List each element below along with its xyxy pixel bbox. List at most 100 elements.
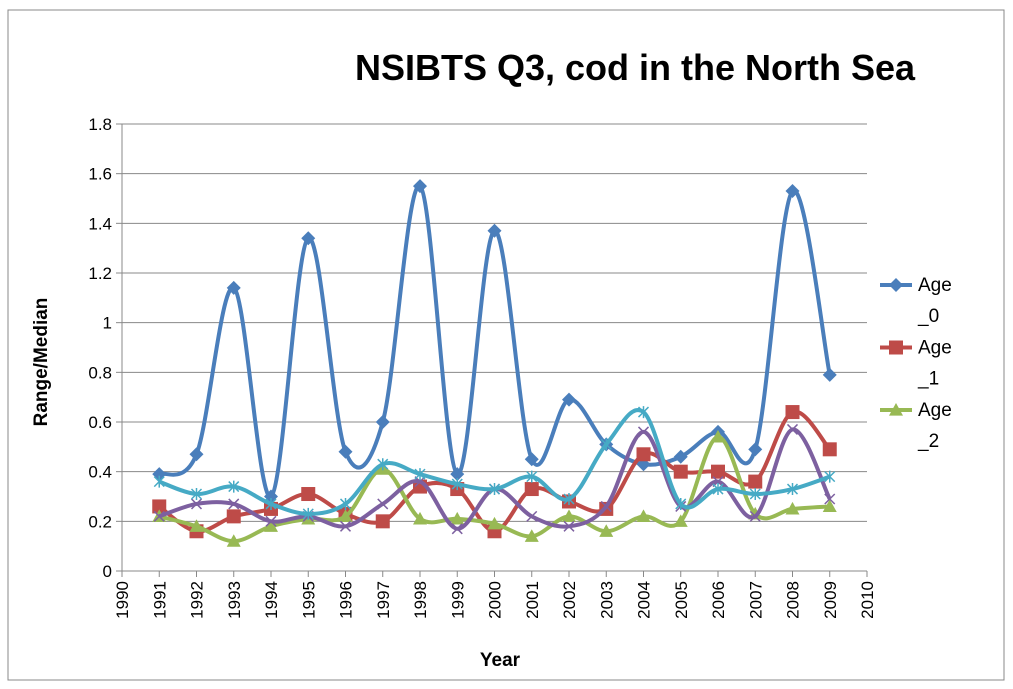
- marker: [228, 498, 240, 510]
- marker: [889, 403, 903, 416]
- marker: [450, 467, 465, 482]
- marker: [673, 514, 688, 527]
- marker: [301, 231, 316, 246]
- marker: [377, 498, 389, 510]
- marker: [673, 449, 688, 464]
- y-tick-label: 0.6: [88, 413, 112, 432]
- marker: [785, 184, 800, 199]
- chart-frame: [7, 9, 1005, 681]
- marker: [562, 509, 576, 522]
- marker: [824, 470, 836, 483]
- legend-label: Age _2: [917, 400, 952, 452]
- x-tick-label: 1996: [337, 581, 356, 619]
- marker: [226, 280, 241, 295]
- x-tick-label: 1992: [188, 581, 207, 619]
- x-tick-label: 2007: [746, 581, 765, 619]
- marker: [451, 478, 463, 491]
- marker: [524, 482, 539, 497]
- marker: [786, 423, 799, 435]
- x-tick-label: 2004: [635, 581, 654, 619]
- marker: [711, 429, 725, 443]
- marker: [524, 452, 539, 467]
- marker: [562, 392, 576, 407]
- marker: [637, 426, 650, 438]
- y-tick-label: 0.8: [88, 363, 112, 382]
- marker: [636, 509, 651, 522]
- marker: [338, 509, 353, 522]
- marker: [563, 520, 575, 532]
- marker: [749, 510, 761, 522]
- marker: [153, 510, 165, 522]
- chart-title: NSIBTS Q3, cod in the North Sea: [355, 47, 916, 88]
- y-tick-label: 1.8: [88, 115, 112, 134]
- marker: [786, 483, 799, 496]
- marker: [749, 488, 761, 501]
- legend-entry: Age _1: [880, 338, 952, 390]
- marker: [228, 480, 240, 493]
- x-axis-label: Year: [480, 650, 521, 671]
- marker: [636, 447, 651, 462]
- x-tick-label: 1998: [411, 581, 430, 619]
- marker: [785, 405, 800, 420]
- marker: [413, 179, 427, 194]
- marker: [226, 534, 241, 547]
- marker: [637, 406, 650, 419]
- marker: [599, 524, 614, 537]
- x-tick-label: 1991: [150, 581, 169, 619]
- y-tick-label: 0: [103, 562, 112, 581]
- legend-entry: Age _2: [880, 400, 952, 452]
- x-tick-label: 2010: [858, 581, 877, 619]
- legend-entry: Age _0: [880, 275, 952, 327]
- marker: [712, 483, 724, 496]
- marker: [265, 515, 277, 527]
- marker: [375, 514, 390, 529]
- marker: [673, 464, 688, 479]
- x-tick-label: 1994: [262, 581, 281, 619]
- marker: [600, 438, 612, 451]
- y-tick-label: 1: [103, 314, 112, 333]
- x-tick-label: 1999: [448, 581, 467, 619]
- marker: [450, 511, 465, 525]
- marker: [488, 483, 501, 496]
- marker: [189, 447, 204, 462]
- marker: [153, 475, 165, 488]
- marker: [822, 499, 837, 513]
- marker: [451, 523, 463, 535]
- marker: [265, 497, 277, 510]
- legend-label: Age _0: [917, 275, 952, 327]
- marker: [563, 492, 575, 505]
- x-tick-label: 1997: [374, 581, 393, 619]
- marker: [822, 367, 837, 382]
- marker: [824, 493, 836, 505]
- marker: [375, 415, 390, 429]
- x-tick-label: 1993: [225, 581, 244, 619]
- x-tick-label: 1990: [113, 581, 132, 619]
- y-axis-label: Range/Median: [31, 298, 52, 427]
- marker: [302, 507, 314, 520]
- y-tick-label: 0.2: [88, 512, 112, 531]
- x-tick-label: 2008: [784, 581, 803, 619]
- marker: [264, 519, 278, 532]
- marker: [822, 442, 837, 457]
- marker: [338, 444, 353, 459]
- marker: [189, 519, 204, 532]
- marker: [190, 498, 203, 510]
- x-tick-label: 2000: [486, 581, 505, 619]
- marker: [889, 278, 903, 292]
- marker: [526, 470, 538, 483]
- marker: [487, 223, 502, 238]
- x-tick-label: 2001: [523, 581, 542, 619]
- marker: [487, 516, 502, 530]
- marker: [339, 520, 352, 532]
- y-tick-label: 1.4: [88, 214, 112, 233]
- y-tick-label: 1.6: [88, 165, 112, 184]
- x-tick-label: 1995: [299, 581, 318, 619]
- marker: [526, 510, 538, 522]
- marker: [414, 468, 426, 481]
- marker: [600, 500, 612, 512]
- marker: [711, 464, 725, 479]
- marker: [190, 488, 203, 501]
- legend-label: Age _1: [917, 338, 952, 390]
- x-tick-label: 2003: [597, 581, 616, 619]
